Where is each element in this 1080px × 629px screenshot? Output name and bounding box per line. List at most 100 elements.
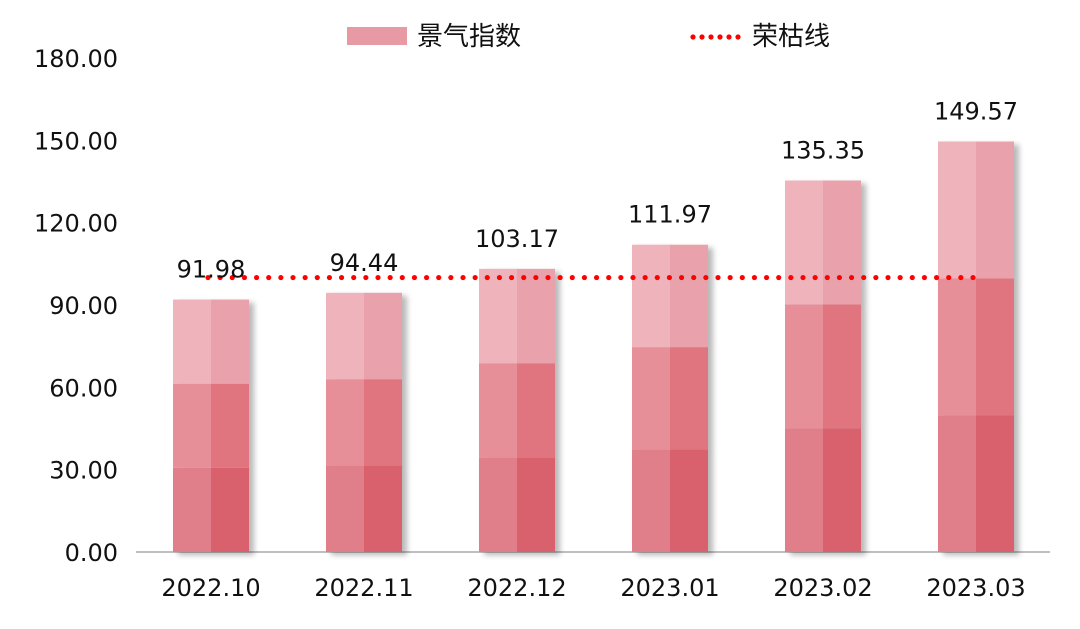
dotted-line-dot bbox=[241, 274, 248, 281]
dotted-line-dot bbox=[727, 274, 733, 281]
bar bbox=[632, 244, 708, 552]
dotted-line-dot bbox=[848, 274, 855, 281]
y-tick-label: 120.00 bbox=[34, 210, 118, 238]
y-tick-label: 150.00 bbox=[34, 127, 118, 155]
dotted-line-dot bbox=[266, 274, 272, 281]
dotted-line-dot bbox=[812, 274, 818, 281]
dotted-line-dot bbox=[314, 274, 320, 281]
dotted-line-dot bbox=[326, 274, 333, 281]
y-tick-label: 90.00 bbox=[49, 292, 118, 320]
dotted-line-dot bbox=[751, 274, 758, 281]
data-label: 91.98 bbox=[177, 256, 246, 284]
dotted-line-dot bbox=[581, 274, 588, 281]
dotted-line-dot bbox=[824, 274, 830, 281]
legend-swatch-dotted-line bbox=[690, 34, 741, 40]
dotted-line-dot bbox=[885, 274, 891, 281]
dotted-line-dot bbox=[484, 274, 490, 281]
data-label: 135.35 bbox=[781, 137, 865, 165]
y-tick-label: 30.00 bbox=[49, 457, 118, 485]
dotted-line-dot bbox=[909, 274, 915, 281]
dotted-line-dot bbox=[521, 274, 527, 281]
bars bbox=[173, 141, 1014, 552]
dotted-line-dot bbox=[946, 274, 952, 281]
dotted-line-dot bbox=[533, 274, 539, 281]
dotted-line-dot bbox=[606, 274, 612, 281]
legend-label-index: 景气指数 bbox=[417, 22, 521, 52]
dotted-line-dot bbox=[836, 274, 843, 281]
dotted-line-dot bbox=[593, 274, 600, 281]
dotted-line-series bbox=[205, 274, 976, 281]
dotted-line-dot bbox=[205, 274, 211, 281]
legend-label-line: 荣枯线 bbox=[752, 22, 830, 52]
dotted-line-dot bbox=[642, 274, 648, 281]
x-tick-label: 2023.02 bbox=[773, 574, 872, 602]
dotted-line-dot bbox=[290, 274, 296, 281]
dotted-line-dot bbox=[569, 274, 575, 281]
dotted-line-dot bbox=[217, 274, 223, 281]
dotted-line-dot bbox=[545, 274, 551, 281]
bar bbox=[785, 180, 861, 552]
dotted-line-dot bbox=[630, 274, 636, 281]
dotted-line-dot bbox=[253, 274, 260, 281]
y-tick-label: 60.00 bbox=[49, 374, 118, 402]
x-tick-label: 2023.03 bbox=[926, 574, 1025, 602]
dotted-line-dot bbox=[302, 274, 308, 281]
x-axis-ticks: 2022.10 2022.11 2022.12 2023.01 2023.02 2023.… bbox=[161, 574, 1025, 602]
y-tick-label: 0.00 bbox=[65, 539, 118, 567]
data-label: 103.17 bbox=[475, 225, 559, 253]
bar bbox=[173, 299, 249, 552]
dotted-line-dot bbox=[666, 274, 673, 281]
data-label: 111.97 bbox=[628, 201, 712, 229]
bar bbox=[479, 268, 555, 552]
x-tick-label: 2022.11 bbox=[314, 574, 413, 602]
data-label: 94.44 bbox=[330, 249, 399, 277]
dotted-line-dot bbox=[763, 274, 770, 281]
dotted-line-dot bbox=[229, 274, 235, 281]
x-tick-label: 2022.10 bbox=[161, 574, 260, 602]
dotted-line-dot bbox=[460, 274, 466, 281]
bar bbox=[938, 141, 1014, 552]
dotted-line-dot bbox=[338, 274, 345, 281]
dotted-line-dot bbox=[363, 274, 369, 281]
dotted-line-dot bbox=[654, 274, 660, 281]
dotted-line-dot bbox=[800, 274, 806, 281]
legend-swatch-bar bbox=[347, 27, 407, 45]
dotted-line-dot bbox=[508, 274, 515, 281]
dotted-line-dot bbox=[897, 274, 903, 281]
dotted-line-dot bbox=[496, 274, 503, 281]
legend-item-line: 荣枯线 bbox=[690, 22, 830, 52]
dotted-line-dot bbox=[715, 274, 721, 281]
dotted-line-dot bbox=[387, 274, 393, 281]
x-tick-label: 2023.01 bbox=[620, 574, 719, 602]
dotted-line-dot bbox=[278, 274, 284, 281]
dotted-line-dot bbox=[933, 274, 940, 281]
dotted-line-dot bbox=[411, 274, 418, 281]
dotted-line-dot bbox=[739, 274, 745, 281]
dotted-line-dot bbox=[861, 274, 867, 281]
dotted-line-dot bbox=[375, 274, 381, 281]
y-axis-ticks: 0.00 30.00 60.00 90.00 120.00 150.00 180.00 bbox=[34, 45, 118, 567]
y-tick-label: 180.00 bbox=[34, 45, 118, 73]
dotted-line-dot bbox=[351, 274, 357, 281]
dotted-line-dot bbox=[873, 274, 879, 281]
dotted-line-dot bbox=[557, 274, 563, 281]
dotted-line-dot bbox=[776, 274, 782, 281]
dotted-line-dot bbox=[399, 274, 405, 281]
data-labels: 91.98 94.44 103.17 111.97 135.35 149.57 bbox=[177, 98, 1018, 284]
dotted-line-dot bbox=[423, 274, 430, 281]
dotted-line-dot bbox=[958, 274, 964, 281]
x-tick-label: 2022.12 bbox=[467, 574, 566, 602]
data-label: 149.57 bbox=[934, 98, 1018, 126]
dotted-line-dot bbox=[970, 274, 976, 281]
legend: 景气指数 荣枯线 bbox=[347, 22, 830, 52]
bar bbox=[326, 292, 402, 552]
dotted-line-dot bbox=[788, 274, 794, 281]
dotted-line-dot bbox=[921, 274, 928, 281]
dotted-line-dot bbox=[436, 274, 442, 281]
dotted-line-dot bbox=[691, 274, 697, 281]
dotted-line-dot bbox=[618, 274, 624, 281]
dotted-line-dot bbox=[448, 274, 454, 281]
dotted-line-dot bbox=[678, 274, 685, 281]
legend-item-index: 景气指数 bbox=[347, 22, 521, 52]
